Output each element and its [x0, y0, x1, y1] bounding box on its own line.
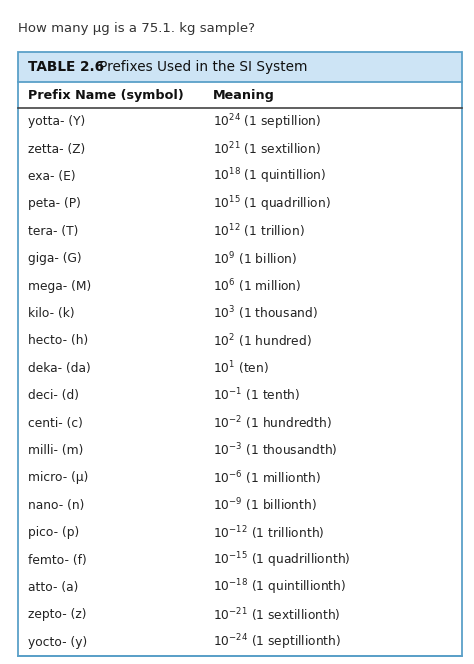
Text: deci- (d): deci- (d) — [28, 389, 79, 402]
Text: Meaning: Meaning — [213, 88, 275, 102]
Text: exa- (E): exa- (E) — [28, 170, 76, 183]
Text: Prefix Name (symbol): Prefix Name (symbol) — [28, 88, 184, 102]
Text: tera- (T): tera- (T) — [28, 225, 78, 238]
Text: 10$^{-12}$ (1 trillionth): 10$^{-12}$ (1 trillionth) — [213, 524, 324, 542]
Text: yocto- (y): yocto- (y) — [28, 636, 87, 649]
Text: kilo- (k): kilo- (k) — [28, 307, 74, 320]
Text: peta- (P): peta- (P) — [28, 197, 81, 210]
Bar — [18, 52, 462, 82]
Text: 10$^{-21}$ (1 sextillionth): 10$^{-21}$ (1 sextillionth) — [213, 606, 341, 623]
Text: 10$^{-15}$ (1 quadrillionth): 10$^{-15}$ (1 quadrillionth) — [213, 550, 350, 570]
Text: 10$^{12}$ (1 trillion): 10$^{12}$ (1 trillion) — [213, 222, 305, 240]
Text: 10$^{-24}$ (1 septillionth): 10$^{-24}$ (1 septillionth) — [213, 633, 341, 652]
Text: mega- (M): mega- (M) — [28, 280, 91, 293]
Text: 10$^{-1}$ (1 tenth): 10$^{-1}$ (1 tenth) — [213, 387, 301, 404]
Text: deka- (da): deka- (da) — [28, 362, 91, 374]
Text: yotta- (Y): yotta- (Y) — [28, 115, 85, 128]
Text: milli- (m): milli- (m) — [28, 444, 83, 457]
Text: zepto- (z): zepto- (z) — [28, 608, 86, 622]
Text: pico- (p): pico- (p) — [28, 526, 79, 539]
Text: 10$^{-2}$ (1 hundredth): 10$^{-2}$ (1 hundredth) — [213, 414, 332, 432]
Text: nano- (n): nano- (n) — [28, 499, 84, 512]
Text: 10$^{1}$ (ten): 10$^{1}$ (ten) — [213, 359, 269, 377]
Text: 10$^{2}$ (1 hundred): 10$^{2}$ (1 hundred) — [213, 332, 312, 350]
Text: TABLE 2.6: TABLE 2.6 — [28, 60, 104, 74]
Text: 10$^{9}$ (1 billion): 10$^{9}$ (1 billion) — [213, 250, 297, 268]
Text: 10$^{3}$ (1 thousand): 10$^{3}$ (1 thousand) — [213, 305, 318, 322]
Text: centi- (c): centi- (c) — [28, 416, 83, 430]
Text: 10$^{15}$ (1 quadrillion): 10$^{15}$ (1 quadrillion) — [213, 194, 331, 214]
Text: giga- (G): giga- (G) — [28, 252, 82, 265]
Text: 10$^{-3}$ (1 thousandth): 10$^{-3}$ (1 thousandth) — [213, 442, 337, 459]
Bar — [18, 82, 462, 656]
Text: femto- (f): femto- (f) — [28, 554, 87, 566]
Text: How many μg is a 75.1. kg sample?: How many μg is a 75.1. kg sample? — [18, 22, 255, 35]
Text: Prefixes Used in the SI System: Prefixes Used in the SI System — [86, 60, 308, 74]
Text: micro- (μ): micro- (μ) — [28, 471, 88, 485]
Text: hecto- (h): hecto- (h) — [28, 335, 88, 347]
Text: 10$^{21}$ (1 sextillion): 10$^{21}$ (1 sextillion) — [213, 140, 321, 158]
Text: 10$^{-9}$ (1 billionth): 10$^{-9}$ (1 billionth) — [213, 497, 317, 514]
Text: 10$^{-18}$ (1 quintillionth): 10$^{-18}$ (1 quintillionth) — [213, 578, 346, 598]
Text: atto- (a): atto- (a) — [28, 581, 78, 594]
Text: 10$^{-6}$ (1 millionth): 10$^{-6}$ (1 millionth) — [213, 469, 321, 487]
Text: 10$^{6}$ (1 million): 10$^{6}$ (1 million) — [213, 278, 301, 295]
Text: 10$^{24}$ (1 septillion): 10$^{24}$ (1 septillion) — [213, 112, 321, 131]
Text: zetta- (Z): zetta- (Z) — [28, 143, 85, 155]
Text: 10$^{18}$ (1 quintillion): 10$^{18}$ (1 quintillion) — [213, 167, 327, 187]
